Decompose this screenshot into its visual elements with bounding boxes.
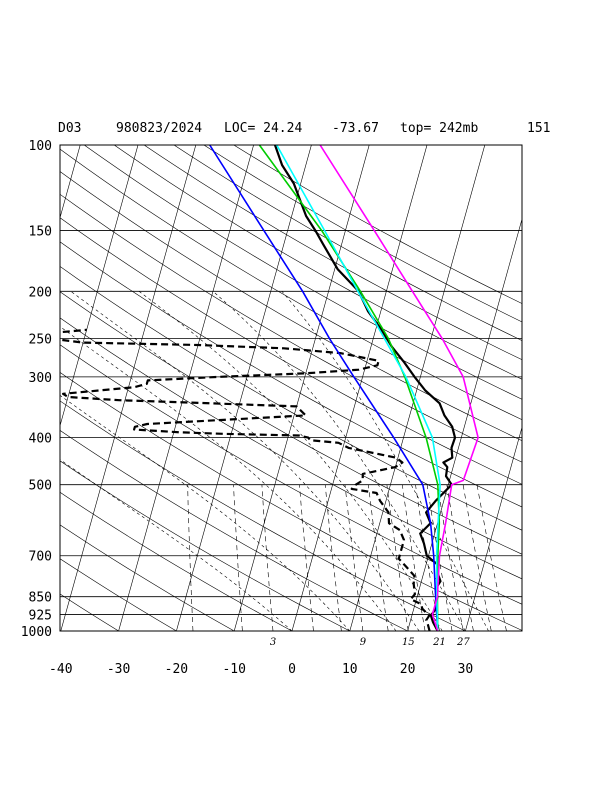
profile-trace bbox=[276, 145, 441, 631]
dry-adiabat-line bbox=[60, 460, 350, 631]
mixing-ratio-line bbox=[324, 484, 342, 631]
dry-adiabat-line bbox=[60, 291, 522, 555]
mixing-ratio-line bbox=[187, 484, 194, 631]
pressure-tick-label: 150 bbox=[29, 225, 52, 240]
mixing-ratio-line bbox=[386, 484, 409, 631]
sounding-traces bbox=[60, 145, 479, 631]
top-pressure: top= 242mb bbox=[400, 121, 478, 136]
temperature-tick-label: -30 bbox=[107, 662, 130, 677]
mixing-ratio-line bbox=[437, 484, 464, 631]
isotherm-line bbox=[118, 145, 254, 631]
moist-adiabat-line bbox=[60, 394, 351, 631]
dry-adiabat-line bbox=[60, 372, 522, 631]
moist-adiabat-line bbox=[60, 326, 397, 631]
pressure-tick-label: 500 bbox=[29, 479, 52, 494]
dry-adiabat-line bbox=[60, 193, 522, 463]
isotherm-line bbox=[60, 145, 139, 427]
profile-trace bbox=[319, 145, 479, 631]
mixing-ratio-line bbox=[426, 484, 453, 631]
dry-adiabat-line bbox=[60, 241, 522, 508]
dry-adiabat-line bbox=[60, 217, 522, 485]
plot-frame bbox=[59, 144, 523, 632]
pressure-tick-label: 700 bbox=[29, 550, 52, 565]
temperature-tick-label: 0 bbox=[288, 662, 296, 677]
mixing-ratio-label: 21 bbox=[432, 637, 446, 648]
pressure-tick-label: 250 bbox=[29, 332, 52, 347]
moist-adiabat-line bbox=[138, 291, 443, 631]
pressure-tick-label: 200 bbox=[29, 285, 52, 300]
location-lat: LOC= 24.24 bbox=[224, 121, 302, 136]
pressure-tick-label: 300 bbox=[29, 371, 52, 386]
dewpoint-trace bbox=[60, 328, 431, 631]
pressure-tick-label: 1000 bbox=[21, 625, 52, 640]
mixing-ratio-line bbox=[299, 484, 314, 631]
moist-adiabat-line bbox=[60, 459, 293, 631]
dry-adiabat-line bbox=[60, 400, 466, 631]
isotherm-line bbox=[349, 145, 486, 631]
isotherm-line bbox=[0, 145, 22, 631]
temperature-tick-label: 10 bbox=[342, 662, 358, 677]
mixing-ratio-line bbox=[446, 484, 474, 631]
header-line: D03 980823/2024 LOC= 24.24 -73.67 top= 2… bbox=[58, 121, 550, 136]
mixing-ratio-line bbox=[368, 484, 389, 631]
mixing-ratio-label: 15 bbox=[402, 637, 415, 648]
mixing-ratio-line bbox=[233, 484, 243, 631]
mixing-ratio-labels: 3 9 15 21 27 bbox=[270, 637, 471, 648]
profile-trace bbox=[209, 145, 439, 631]
temperature-tick-label: 30 bbox=[458, 662, 474, 677]
dry-adiabat-line bbox=[60, 491, 293, 631]
dry-adiabat-line bbox=[84, 145, 522, 400]
dry-adiabat-line bbox=[143, 145, 522, 361]
mixing-ratio-line bbox=[261, 484, 274, 631]
pressure-tick-label: 400 bbox=[29, 432, 52, 447]
location-lon: -73.67 bbox=[332, 121, 379, 136]
dry-adiabat-line bbox=[60, 524, 235, 631]
moist-adiabat-line bbox=[281, 291, 489, 631]
isotherm-line bbox=[233, 145, 370, 631]
station-id: D03 bbox=[58, 121, 81, 136]
isotherm-line bbox=[581, 145, 612, 631]
sounding-code: 151 bbox=[527, 121, 550, 136]
dry-adiabat-line bbox=[114, 145, 522, 380]
temperature-tick-label: -40 bbox=[49, 662, 72, 677]
isotherm-line bbox=[407, 218, 522, 631]
pressure-tick-label: 100 bbox=[29, 139, 52, 154]
moist-adiabat-line bbox=[70, 291, 420, 631]
mixing-ratio-line bbox=[344, 484, 364, 631]
temperature-tick-label: -10 bbox=[222, 662, 245, 677]
mixing-ratio-line bbox=[402, 484, 426, 631]
mixing-ratio-label: 27 bbox=[456, 637, 470, 648]
dry-adiabat-line bbox=[203, 145, 522, 323]
dry-adiabat-line bbox=[60, 317, 522, 580]
temperature-axis-labels: -40 -30 -20 -10 0 10 20 30 bbox=[49, 662, 473, 677]
dry-adiabat-line bbox=[60, 171, 522, 442]
pressure-tick-label: 850 bbox=[29, 591, 52, 606]
dry-adiabat-line bbox=[60, 266, 522, 531]
dry-adiabat-line bbox=[60, 558, 177, 631]
dry-adiabat-line bbox=[60, 593, 119, 631]
mixing-ratio-label: 9 bbox=[360, 637, 367, 648]
mixing-ratio-label: 3 bbox=[270, 637, 276, 648]
profile-trace bbox=[258, 145, 441, 631]
pressure-tick-label: 925 bbox=[29, 609, 52, 624]
temperature-tick-label: -20 bbox=[165, 662, 188, 677]
mixing-ratio-line bbox=[476, 484, 507, 631]
dry-adiabat-line bbox=[60, 148, 522, 421]
isotherm-line bbox=[176, 145, 312, 631]
date-time: 980823/2024 bbox=[116, 121, 202, 136]
background-grid bbox=[0, 145, 612, 631]
dry-adiabat-line bbox=[60, 429, 408, 631]
isotherm-line bbox=[291, 145, 428, 631]
isotherm-line bbox=[465, 426, 522, 631]
dry-adiabat-line bbox=[173, 145, 522, 341]
isotherm-line bbox=[523, 145, 612, 631]
mixing-ratio-line bbox=[462, 484, 492, 631]
temperature-tick-label: 20 bbox=[400, 662, 416, 677]
